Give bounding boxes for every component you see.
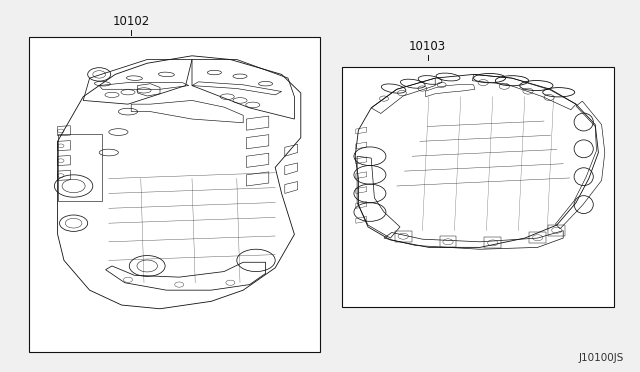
Bar (342, 67, 614, 307)
Text: J10100JS: J10100JS (579, 353, 624, 363)
Bar (29, 37, 320, 352)
Text: 10102: 10102 (113, 15, 150, 28)
Text: 10103: 10103 (409, 40, 446, 53)
